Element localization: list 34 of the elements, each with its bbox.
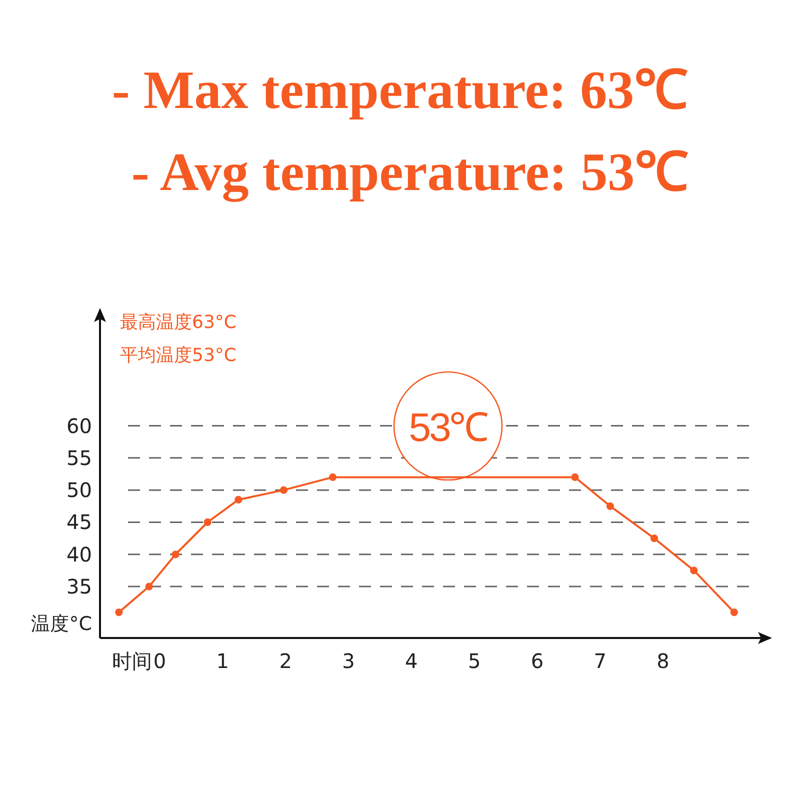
chart-subtitle: - Avg temperature: 53℃ xyxy=(131,142,689,202)
x-tick-label: 2 xyxy=(279,649,292,673)
chart-title: - Max temperature: 63℃ xyxy=(112,60,688,120)
point xyxy=(328,473,337,482)
y-tick-label: 40 xyxy=(66,542,92,566)
x-tick-label: 5 xyxy=(468,649,481,673)
x-axis-title: 时间 xyxy=(112,649,152,673)
point xyxy=(145,582,153,590)
x-tick-label: 6 xyxy=(530,649,544,673)
point xyxy=(730,608,738,616)
y-tick-label: 50 xyxy=(66,478,92,502)
x-tick-label: 0 xyxy=(153,649,166,673)
y-tick-label: 60 xyxy=(66,414,92,438)
point xyxy=(204,518,212,526)
y-tick-label: 45 xyxy=(66,510,92,534)
x-tick-label: 3 xyxy=(342,649,355,673)
x-tick-label: 4 xyxy=(405,649,418,673)
x-tick-label: 8 xyxy=(656,649,670,673)
point xyxy=(172,550,180,558)
annotation: 最高温度63°C xyxy=(120,312,236,333)
x-tick-label: 7 xyxy=(594,649,607,673)
annotation: 平均温度53°C xyxy=(120,345,236,366)
x-tick-label: 1 xyxy=(216,649,230,673)
annotation: 53℃ xyxy=(408,406,488,450)
point xyxy=(280,486,288,494)
y-axis-title: 温度°C xyxy=(31,613,92,635)
point xyxy=(606,502,614,510)
point xyxy=(690,566,698,574)
y-tick-label: 35 xyxy=(66,574,92,599)
y-tick-label: 55 xyxy=(66,446,92,470)
point xyxy=(234,496,242,504)
point xyxy=(115,608,123,616)
point xyxy=(571,473,579,482)
point xyxy=(650,534,658,542)
